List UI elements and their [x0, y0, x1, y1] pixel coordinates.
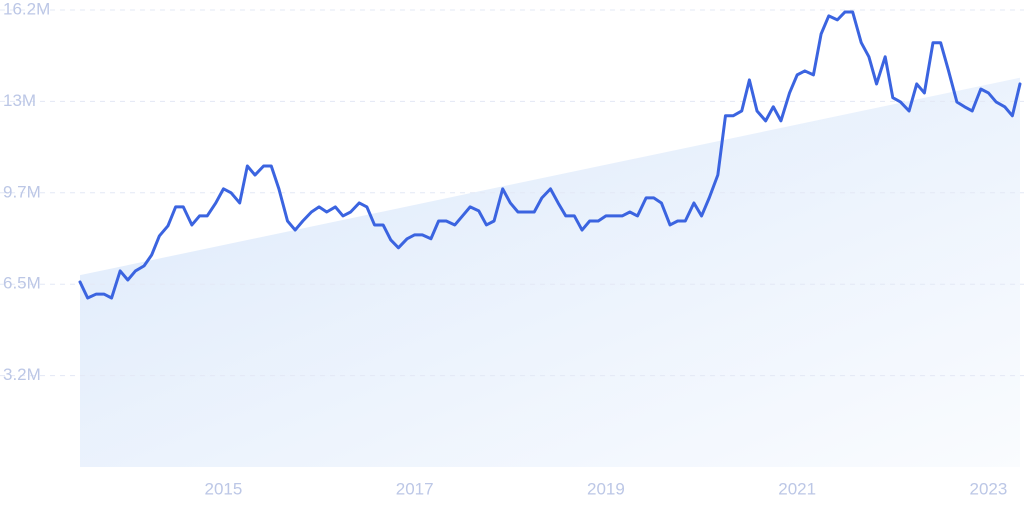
x-tick-label: 2019 [587, 479, 625, 498]
x-tick-label: 2021 [778, 479, 816, 498]
x-tick-label: 2017 [396, 479, 434, 498]
x-tick-label: 2015 [205, 479, 243, 498]
y-tick-label: 9.7M [3, 182, 41, 201]
x-tick-label: 2023 [970, 479, 1008, 498]
data-line [78, 10, 1022, 300]
y-tick-label: 6.5M [3, 274, 41, 293]
y-tick-label: 3.2M [3, 365, 41, 384]
y-tick-label: 16.2M [3, 0, 50, 18]
y-tick-label: 13M [3, 91, 36, 110]
trend-area [80, 77, 1020, 467]
